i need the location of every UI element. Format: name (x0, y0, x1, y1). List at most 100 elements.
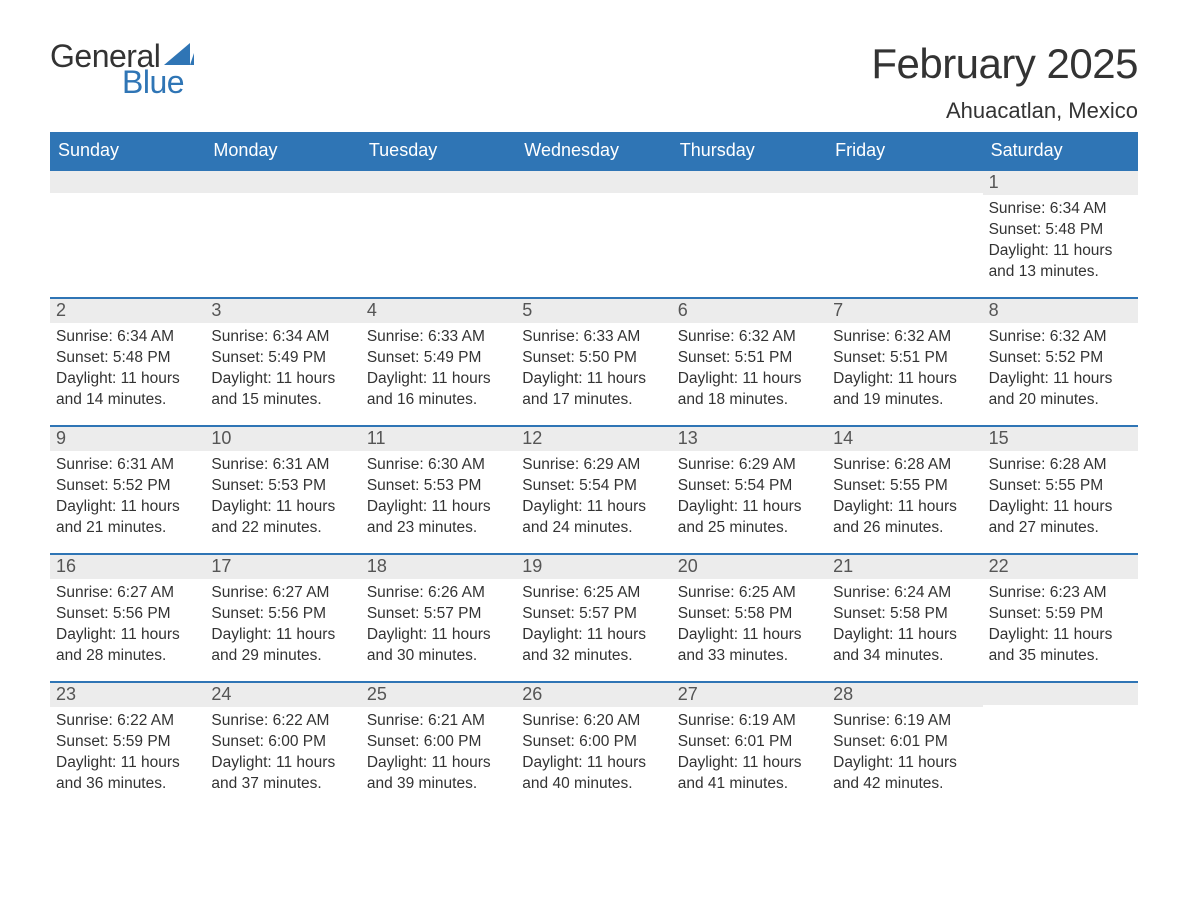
sunrise-line: Sunrise: 6:21 AM (367, 711, 510, 732)
day-info: Sunrise: 6:27 AMSunset: 5:56 PMDaylight:… (205, 579, 360, 667)
sunrise-line: Sunrise: 6:34 AM (211, 327, 354, 348)
sunset-line: Sunset: 5:59 PM (989, 604, 1132, 625)
calendar-cell (50, 169, 205, 297)
date-number: 21 (827, 553, 982, 579)
day-header: Thursday (672, 134, 827, 169)
daylight-line: Daylight: 11 hours and 20 minutes. (989, 369, 1132, 411)
calendar-cell: 13Sunrise: 6:29 AMSunset: 5:54 PMDayligh… (672, 425, 827, 553)
date-number: 28 (827, 681, 982, 707)
day-header: Sunday (50, 134, 205, 169)
sunset-line: Sunset: 5:51 PM (678, 348, 821, 369)
date-number: 19 (516, 553, 671, 579)
day-info: Sunrise: 6:23 AMSunset: 5:59 PMDaylight:… (983, 579, 1138, 667)
day-info: Sunrise: 6:32 AMSunset: 5:52 PMDaylight:… (983, 323, 1138, 411)
date-number: 6 (672, 297, 827, 323)
calendar-cell: 3Sunrise: 6:34 AMSunset: 5:49 PMDaylight… (205, 297, 360, 425)
sunrise-line: Sunrise: 6:32 AM (833, 327, 976, 348)
brand-logo: General Blue (50, 40, 194, 98)
sunset-line: Sunset: 6:00 PM (522, 732, 665, 753)
sunrise-line: Sunrise: 6:23 AM (989, 583, 1132, 604)
sunset-line: Sunset: 5:48 PM (989, 220, 1132, 241)
date-number: 26 (516, 681, 671, 707)
calendar-cell: 12Sunrise: 6:29 AMSunset: 5:54 PMDayligh… (516, 425, 671, 553)
day-info: Sunrise: 6:30 AMSunset: 5:53 PMDaylight:… (361, 451, 516, 539)
sunrise-line: Sunrise: 6:31 AM (56, 455, 199, 476)
date-number: 2 (50, 297, 205, 323)
day-info: Sunrise: 6:22 AMSunset: 6:00 PMDaylight:… (205, 707, 360, 795)
sunrise-line: Sunrise: 6:25 AM (522, 583, 665, 604)
sunset-line: Sunset: 5:58 PM (833, 604, 976, 625)
date-number: 1 (983, 169, 1138, 195)
date-number: 3 (205, 297, 360, 323)
calendar-cell: 9Sunrise: 6:31 AMSunset: 5:52 PMDaylight… (50, 425, 205, 553)
daylight-line: Daylight: 11 hours and 30 minutes. (367, 625, 510, 667)
day-info: Sunrise: 6:25 AMSunset: 5:58 PMDaylight:… (672, 579, 827, 667)
date-number: 14 (827, 425, 982, 451)
date-number: 15 (983, 425, 1138, 451)
day-info: Sunrise: 6:32 AMSunset: 5:51 PMDaylight:… (672, 323, 827, 411)
sunrise-line: Sunrise: 6:34 AM (56, 327, 199, 348)
sunrise-line: Sunrise: 6:34 AM (989, 199, 1132, 220)
date-number: 7 (827, 297, 982, 323)
sunset-line: Sunset: 6:01 PM (833, 732, 976, 753)
daylight-line: Daylight: 11 hours and 40 minutes. (522, 753, 665, 795)
sunrise-line: Sunrise: 6:31 AM (211, 455, 354, 476)
calendar-cell: 1Sunrise: 6:34 AMSunset: 5:48 PMDaylight… (983, 169, 1138, 297)
day-info: Sunrise: 6:21 AMSunset: 6:00 PMDaylight:… (361, 707, 516, 795)
day-info: Sunrise: 6:20 AMSunset: 6:00 PMDaylight:… (516, 707, 671, 795)
date-number: 27 (672, 681, 827, 707)
daylight-line: Daylight: 11 hours and 26 minutes. (833, 497, 976, 539)
daylight-line: Daylight: 11 hours and 28 minutes. (56, 625, 199, 667)
day-header: Monday (205, 134, 360, 169)
calendar-cell: 26Sunrise: 6:20 AMSunset: 6:00 PMDayligh… (516, 681, 671, 809)
calendar-cell: 6Sunrise: 6:32 AMSunset: 5:51 PMDaylight… (672, 297, 827, 425)
sunrise-line: Sunrise: 6:24 AM (833, 583, 976, 604)
daylight-line: Daylight: 11 hours and 16 minutes. (367, 369, 510, 411)
calendar-cell: 14Sunrise: 6:28 AMSunset: 5:55 PMDayligh… (827, 425, 982, 553)
daylight-line: Daylight: 11 hours and 36 minutes. (56, 753, 199, 795)
sunset-line: Sunset: 5:52 PM (56, 476, 199, 497)
daylight-line: Daylight: 11 hours and 14 minutes. (56, 369, 199, 411)
day-info: Sunrise: 6:32 AMSunset: 5:51 PMDaylight:… (827, 323, 982, 411)
sunset-line: Sunset: 5:59 PM (56, 732, 199, 753)
date-number: 11 (361, 425, 516, 451)
date-number (672, 169, 827, 193)
date-number: 18 (361, 553, 516, 579)
sunset-line: Sunset: 5:53 PM (211, 476, 354, 497)
day-info: Sunrise: 6:34 AMSunset: 5:49 PMDaylight:… (205, 323, 360, 411)
day-info: Sunrise: 6:19 AMSunset: 6:01 PMDaylight:… (672, 707, 827, 795)
sunset-line: Sunset: 5:49 PM (211, 348, 354, 369)
sunrise-line: Sunrise: 6:30 AM (367, 455, 510, 476)
sunset-line: Sunset: 5:55 PM (833, 476, 976, 497)
day-header: Friday (827, 134, 982, 169)
date-number: 12 (516, 425, 671, 451)
day-info: Sunrise: 6:29 AMSunset: 5:54 PMDaylight:… (516, 451, 671, 539)
calendar-cell: 4Sunrise: 6:33 AMSunset: 5:49 PMDaylight… (361, 297, 516, 425)
day-header: Tuesday (361, 134, 516, 169)
daylight-line: Daylight: 11 hours and 29 minutes. (211, 625, 354, 667)
sunrise-line: Sunrise: 6:27 AM (56, 583, 199, 604)
date-number: 9 (50, 425, 205, 451)
daylight-line: Daylight: 11 hours and 37 minutes. (211, 753, 354, 795)
calendar-cell: 11Sunrise: 6:30 AMSunset: 5:53 PMDayligh… (361, 425, 516, 553)
date-number: 10 (205, 425, 360, 451)
calendar-cell: 27Sunrise: 6:19 AMSunset: 6:01 PMDayligh… (672, 681, 827, 809)
calendar-cell: 25Sunrise: 6:21 AMSunset: 6:00 PMDayligh… (361, 681, 516, 809)
day-info: Sunrise: 6:25 AMSunset: 5:57 PMDaylight:… (516, 579, 671, 667)
day-info: Sunrise: 6:33 AMSunset: 5:49 PMDaylight:… (361, 323, 516, 411)
calendar-cell (361, 169, 516, 297)
calendar-cell (205, 169, 360, 297)
calendar-cell: 22Sunrise: 6:23 AMSunset: 5:59 PMDayligh… (983, 553, 1138, 681)
calendar-cell: 18Sunrise: 6:26 AMSunset: 5:57 PMDayligh… (361, 553, 516, 681)
sunrise-line: Sunrise: 6:25 AM (678, 583, 821, 604)
calendar-cell: 19Sunrise: 6:25 AMSunset: 5:57 PMDayligh… (516, 553, 671, 681)
daylight-line: Daylight: 11 hours and 35 minutes. (989, 625, 1132, 667)
sunset-line: Sunset: 5:56 PM (211, 604, 354, 625)
daylight-line: Daylight: 11 hours and 33 minutes. (678, 625, 821, 667)
sunset-line: Sunset: 5:57 PM (522, 604, 665, 625)
daylight-line: Daylight: 11 hours and 42 minutes. (833, 753, 976, 795)
daylight-line: Daylight: 11 hours and 25 minutes. (678, 497, 821, 539)
sunrise-line: Sunrise: 6:26 AM (367, 583, 510, 604)
calendar-cell: 28Sunrise: 6:19 AMSunset: 6:01 PMDayligh… (827, 681, 982, 809)
date-number: 5 (516, 297, 671, 323)
